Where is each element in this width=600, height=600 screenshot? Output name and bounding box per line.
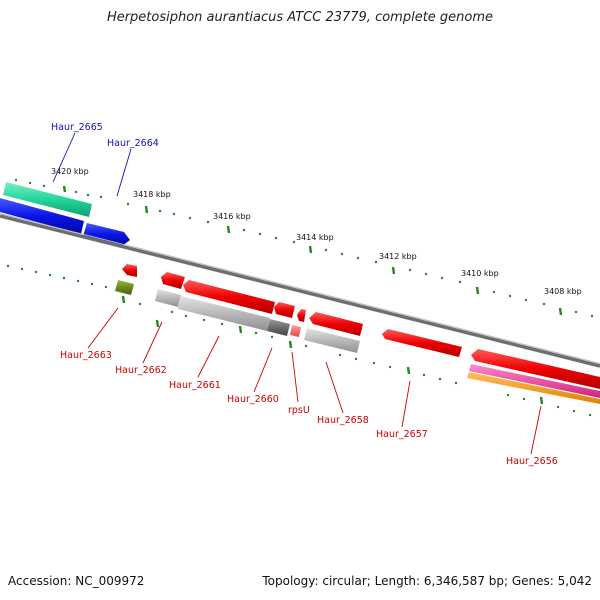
tick-label-3420: 3420 kbp <box>51 167 89 176</box>
gene-label-haur-2661[interactable]: Haur_2661 <box>169 380 221 391</box>
gene-label-haur-2662[interactable]: Haur_2662 <box>115 365 167 376</box>
reverse-features <box>115 264 600 404</box>
gene-label-haur-2665[interactable]: Haur_2665 <box>51 122 103 133</box>
feature-haur-2661 <box>183 280 275 314</box>
feature-haur-2660 <box>274 302 295 318</box>
feature-haur-2656-pink <box>469 364 600 398</box>
feature-haur-2658-pseudo <box>304 328 360 353</box>
tick-label-3416: 3416 kbp <box>213 212 251 221</box>
gene-label-haur-2664[interactable]: Haur_2664 <box>107 138 159 149</box>
gene-labels-bottom: Haur_2663 Haur_2662 Haur_2661 Haur_2660 … <box>60 350 558 467</box>
topology-label: Topology: circular; Length: 6,346,587 bp… <box>262 574 592 588</box>
gene-label-haur-2663[interactable]: Haur_2663 <box>60 350 112 361</box>
top-tick-track <box>14 178 594 318</box>
map-title: Herpetosiphon aurantiacus ATCC 23779, co… <box>106 10 494 25</box>
gene-labels-top: Haur_2665 Haur_2664 <box>51 122 159 149</box>
feature-rpsu-rna <box>290 325 301 337</box>
feature-haur-2664 <box>83 223 130 246</box>
top-major-ticks <box>62 185 563 316</box>
feature-haur-2656-orange <box>467 372 600 404</box>
gene-label-haur-2657[interactable]: Haur_2657 <box>376 429 428 440</box>
gene-label-haur-2656[interactable]: Haur_2656 <box>506 456 558 467</box>
feature-haur-2660-pseudo <box>267 319 290 336</box>
bottom-major-ticks <box>121 295 544 405</box>
genome-backbone <box>0 214 600 368</box>
bottom-tick-track <box>6 264 592 417</box>
feature-haur-2661-pseudo <box>178 296 270 331</box>
tick-label-3410: 3410 kbp <box>461 269 499 278</box>
feature-haur-2665-rna <box>3 182 92 217</box>
leader-lines-top <box>52 132 132 197</box>
feature-haur-2657 <box>382 329 462 357</box>
feature-rpsu <box>297 309 306 322</box>
tick-label-3412: 3412 kbp <box>379 252 417 261</box>
tick-label-3408: 3408 kbp <box>544 287 582 296</box>
tick-label-3414: 3414 kbp <box>296 233 334 242</box>
tick-label-3418: 3418 kbp <box>133 190 171 199</box>
feature-haur-2658 <box>309 312 363 336</box>
leader-lines-bottom <box>87 307 542 455</box>
gene-label-rpsu[interactable]: rpsU <box>288 405 310 416</box>
gene-label-haur-2660[interactable]: Haur_2660 <box>227 394 279 405</box>
tick-labels: 3420 kbp 3418 kbp 3416 kbp 3414 kbp 3412… <box>51 167 582 296</box>
feature-haur-2662 <box>161 272 185 289</box>
feature-haur-2665 <box>0 198 84 234</box>
feature-haur-2663-rna <box>115 280 134 295</box>
gene-label-haur-2658[interactable]: Haur_2658 <box>317 415 369 426</box>
forward-features <box>0 182 130 246</box>
feature-haur-2662-pseudo <box>155 289 181 307</box>
feature-haur-2663 <box>122 264 137 277</box>
feature-haur-2656 <box>471 349 600 389</box>
accession-label: Accession: NC_009972 <box>8 574 145 588</box>
